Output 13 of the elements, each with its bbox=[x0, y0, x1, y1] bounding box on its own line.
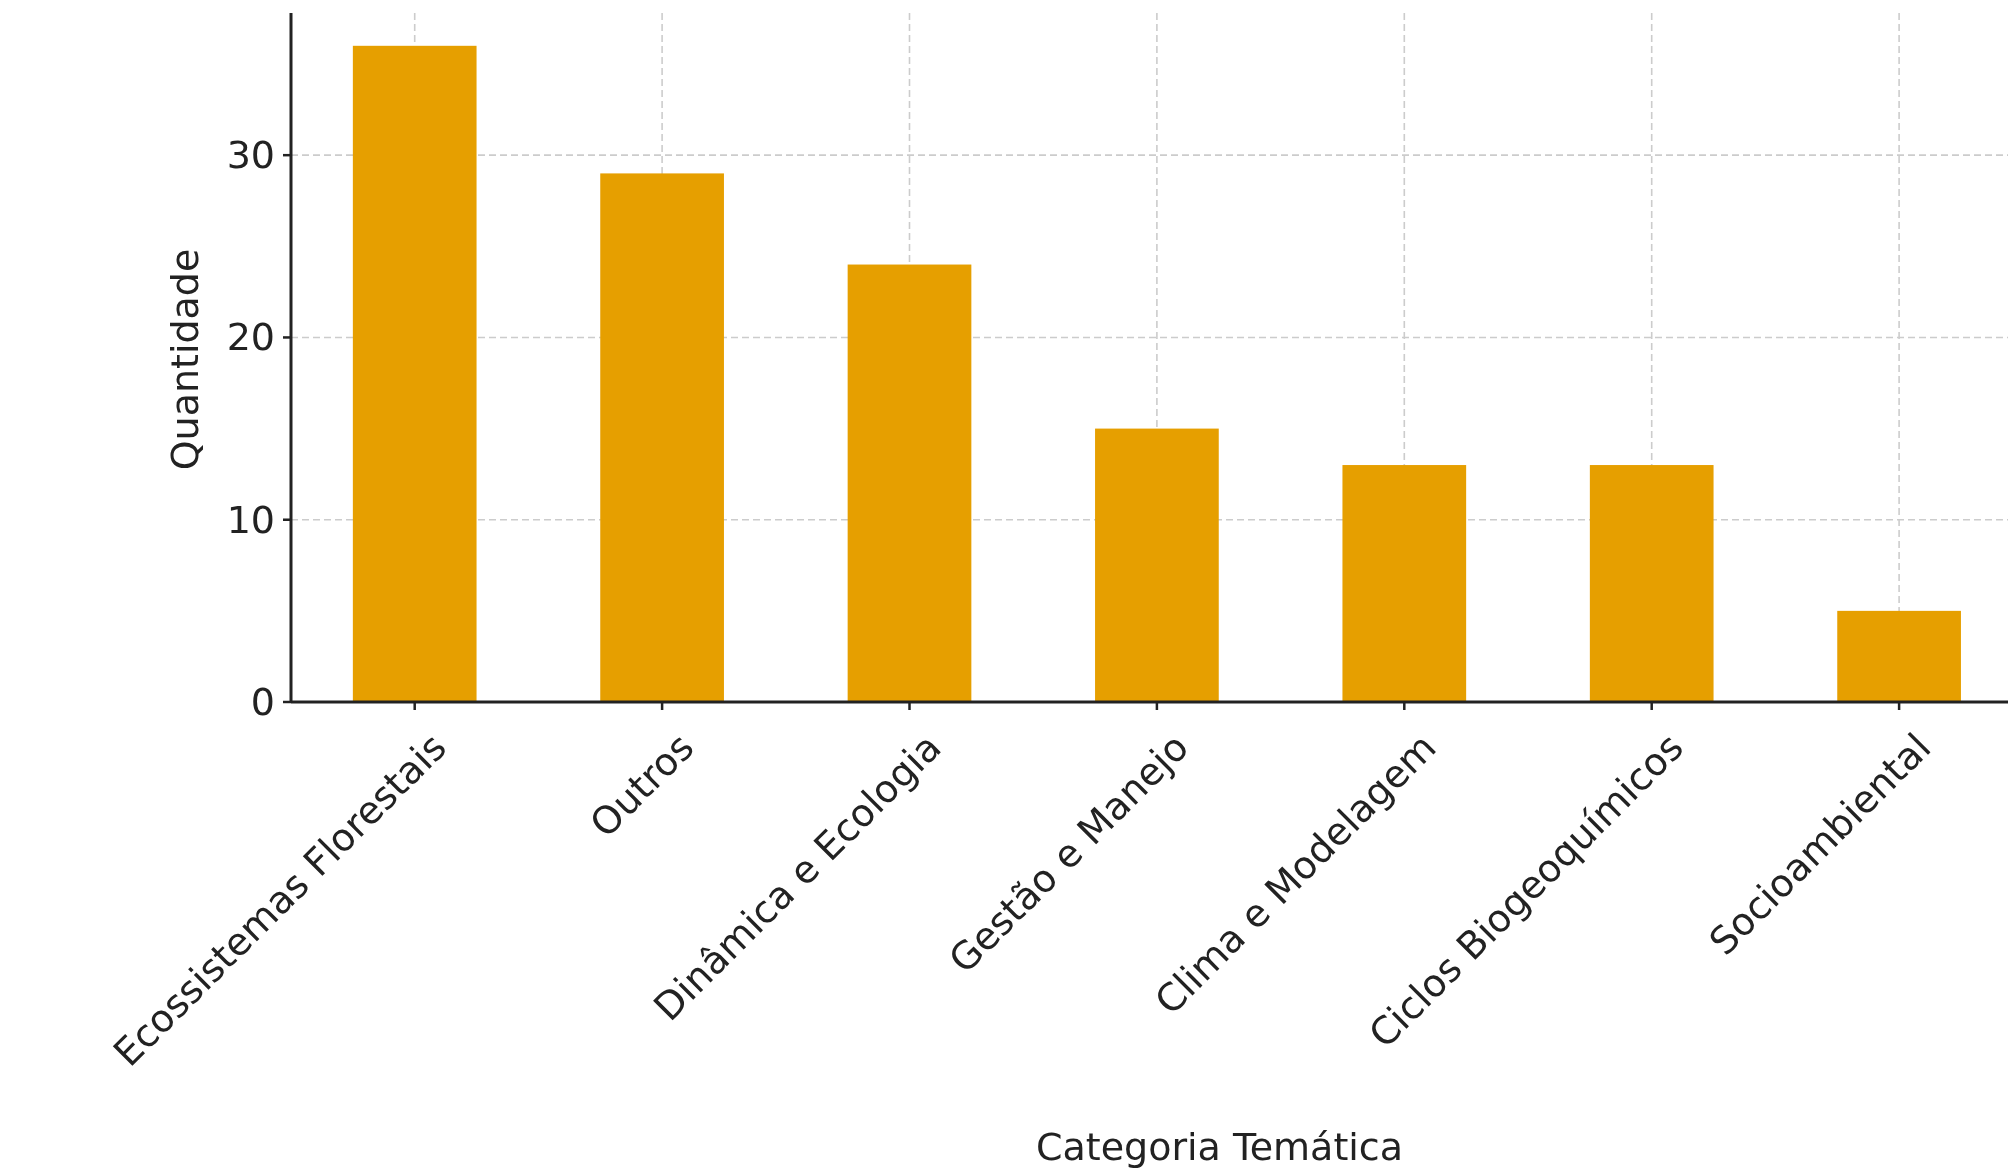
x-axis-title: Categoria Temática bbox=[1035, 1125, 1404, 1169]
bar bbox=[1342, 465, 1467, 702]
bar bbox=[1837, 610, 1961, 702]
y-tick-label: 30 bbox=[226, 133, 275, 178]
bar bbox=[600, 173, 724, 702]
y-tick-label: 20 bbox=[226, 315, 275, 360]
y-axis-title: Quantidade bbox=[163, 248, 207, 471]
y-tick-label: 10 bbox=[226, 497, 275, 542]
bar bbox=[352, 45, 477, 702]
bar bbox=[1589, 465, 1714, 702]
bar bbox=[847, 264, 972, 702]
bar bbox=[1095, 428, 1219, 702]
y-tick-label: 0 bbox=[250, 680, 275, 724]
